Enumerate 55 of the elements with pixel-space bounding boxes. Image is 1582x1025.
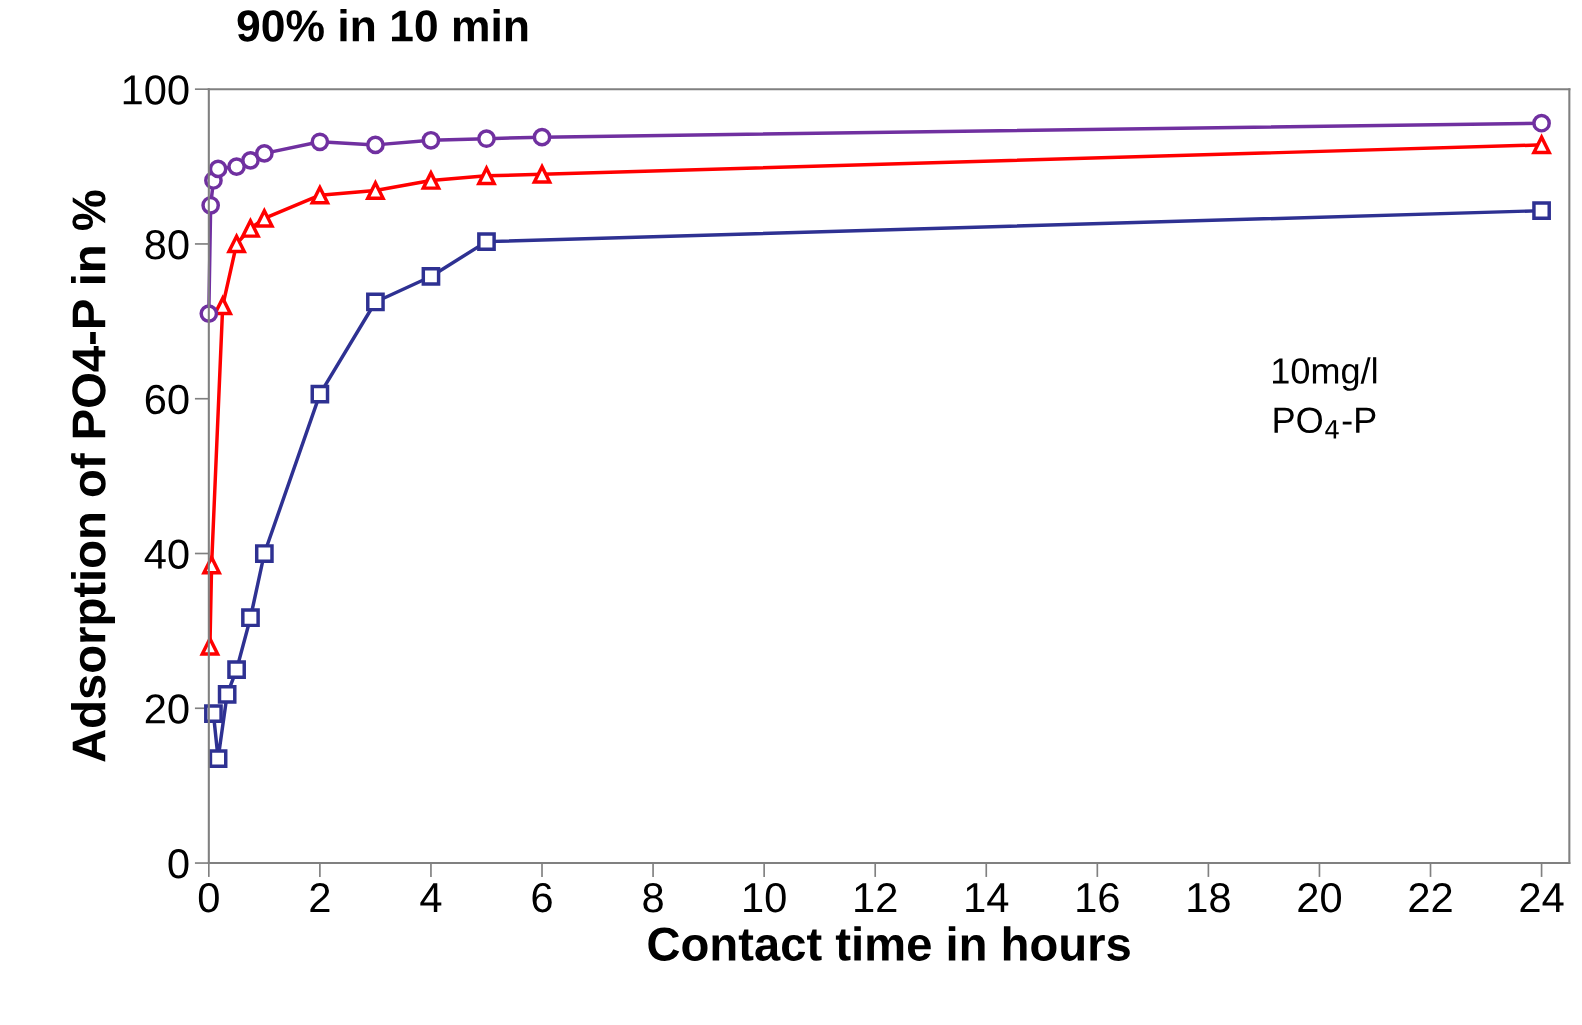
x-tick-label: 10 [744,882,786,913]
x-tick-label: 16 [1077,882,1119,913]
x-tick-label: 18 [1188,882,1230,913]
point [227,660,246,679]
point [477,166,496,186]
y-tick-label: 0 [168,849,189,879]
x-tick-label: 6 [532,882,552,913]
point [1531,133,1552,155]
point [241,219,260,238]
x-axis-title: Contact time in hours [648,926,1130,961]
x-tick-label: 24 [1520,882,1564,912]
y-axis-title: Adsorption of PO4-P in % [70,190,116,762]
x-tick-label: 0 [198,882,219,913]
point [309,183,331,205]
x-tick-label: 12 [855,882,897,912]
annotation: 10mg/l PO$_{4}$-P [1273,357,1377,439]
point [477,129,496,149]
point [254,544,274,563]
x-tick-label: 4 [420,883,442,912]
y-tick-label: 100 [123,75,189,105]
chart-title: 90% in 10 min [237,9,528,42]
point [310,384,330,404]
point [421,171,441,190]
point [366,181,385,200]
point [310,132,330,152]
y-tick-label: 60 [145,384,189,415]
y-tick-label: 40 [144,539,189,570]
point [421,267,441,286]
point [200,636,220,656]
x-tick-label: 2 [310,882,330,912]
point [208,749,228,768]
x-tick-label: 14 [966,883,1009,912]
point [254,209,274,228]
x-tick-label: 8 [643,882,663,913]
y-tick-label: 20 [145,694,189,724]
point [241,150,260,170]
point [226,232,247,254]
point [366,135,385,155]
point [1532,201,1551,221]
point [254,144,274,163]
point [208,159,228,179]
point [1532,113,1551,133]
point [213,296,233,316]
y-tick-label: 80 [145,229,189,260]
x-tick-label: 22 [1409,882,1452,912]
point [532,164,552,184]
point [477,232,496,252]
x-tick-label: 20 [1298,882,1341,913]
point [421,130,441,150]
point [204,704,223,724]
point [532,127,552,147]
point [366,292,385,312]
point [241,608,260,628]
point [227,157,246,176]
point [217,684,237,704]
